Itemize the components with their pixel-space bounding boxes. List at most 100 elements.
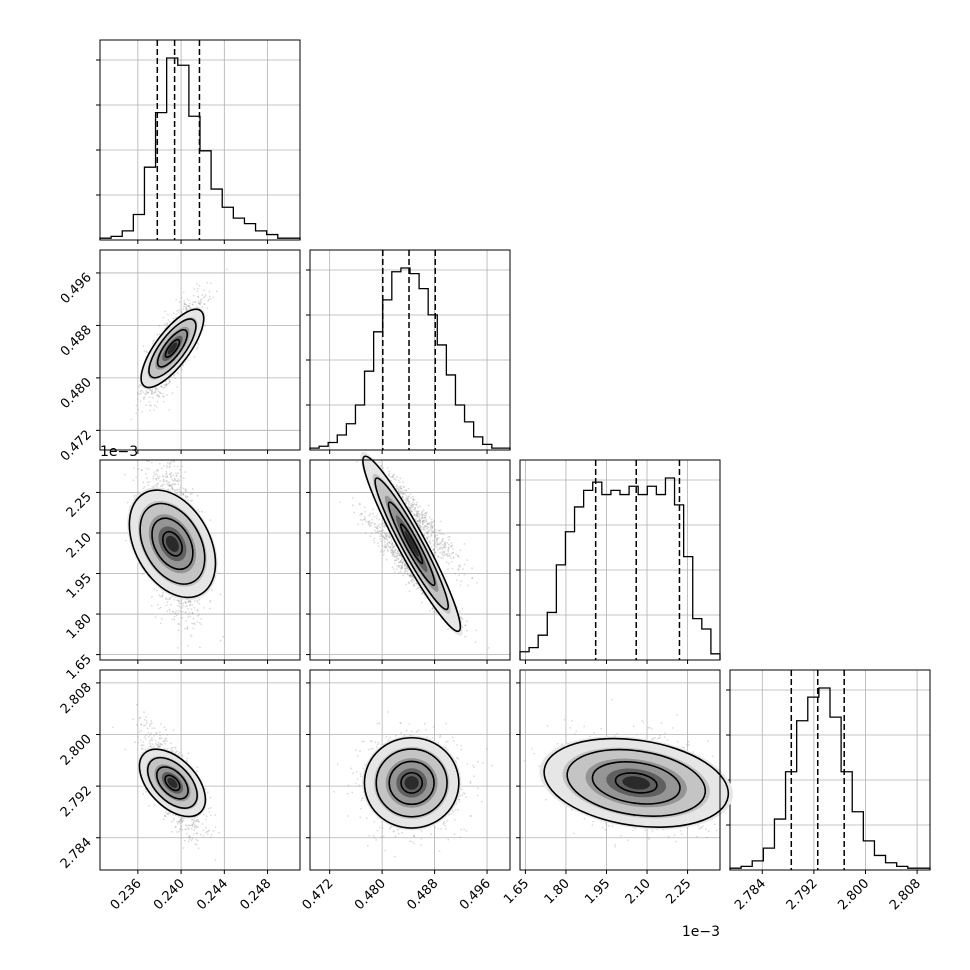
sample-point xyxy=(463,573,466,576)
sample-point xyxy=(139,716,141,719)
sample-point xyxy=(177,612,179,615)
sample-point xyxy=(439,548,442,550)
sample-point xyxy=(415,582,417,584)
sample-point xyxy=(407,487,410,490)
sample-point xyxy=(182,308,185,311)
sample-point xyxy=(195,348,198,350)
sample-point xyxy=(376,514,378,517)
sample-point xyxy=(197,296,200,298)
sample-point xyxy=(164,742,167,745)
sample-point xyxy=(400,572,403,574)
sample-point xyxy=(173,465,176,468)
sample-point xyxy=(176,310,179,312)
sample-point xyxy=(152,342,155,345)
sample-point xyxy=(448,552,450,555)
sample-point xyxy=(168,465,171,468)
sample-point xyxy=(192,627,195,630)
sample-point xyxy=(459,549,462,552)
sample-point xyxy=(196,494,199,497)
sample-point xyxy=(182,364,184,367)
sample-point xyxy=(156,394,159,397)
sample-point xyxy=(372,539,375,542)
sample-point xyxy=(197,343,200,345)
sample-point xyxy=(351,497,354,499)
sample-point xyxy=(151,390,153,393)
panel-frame xyxy=(99,39,301,241)
sample-point xyxy=(142,391,145,393)
sample-point xyxy=(165,604,168,606)
panel-bg xyxy=(100,250,300,450)
sample-point xyxy=(166,466,168,469)
sample-point xyxy=(164,476,167,478)
sample-point xyxy=(405,583,408,586)
sample-point xyxy=(201,306,204,308)
sample-point xyxy=(150,404,152,407)
sample-point xyxy=(174,489,177,492)
sample-point xyxy=(380,533,382,535)
sample-point xyxy=(445,561,448,564)
sample-point xyxy=(403,489,406,492)
sample-point xyxy=(158,324,161,327)
sample-point xyxy=(408,500,411,503)
sample-point xyxy=(373,537,376,540)
sample-point xyxy=(214,814,217,816)
sample-point xyxy=(168,473,171,476)
sample-point xyxy=(395,557,398,559)
sample-point xyxy=(476,582,478,584)
sample-point xyxy=(377,545,380,548)
sample-point xyxy=(209,282,212,285)
sample-point xyxy=(201,823,204,825)
sample-point xyxy=(436,541,439,543)
sample-point xyxy=(402,481,405,484)
sample-point xyxy=(424,516,426,518)
sample-point xyxy=(450,542,453,544)
sample-point xyxy=(142,487,145,490)
sample-point xyxy=(190,827,193,830)
sample-point xyxy=(386,544,388,547)
sample-point xyxy=(389,475,392,478)
sample-point xyxy=(459,610,461,613)
sample-point xyxy=(370,532,373,535)
sample-point xyxy=(156,394,158,397)
sample-point xyxy=(208,295,211,298)
sample-point xyxy=(156,589,158,592)
sample-point xyxy=(151,743,154,746)
sample-point xyxy=(383,549,386,552)
sample-point xyxy=(161,395,164,398)
sample-point xyxy=(163,384,166,387)
sample-point xyxy=(407,568,409,571)
sample-point xyxy=(429,536,432,538)
sample-point xyxy=(204,324,206,327)
sample-point xyxy=(192,294,195,297)
sample-point xyxy=(444,545,447,547)
sample-point xyxy=(133,448,136,450)
sample-point xyxy=(430,518,433,521)
sample-point xyxy=(154,474,156,476)
sample-point xyxy=(429,539,431,542)
sample-point xyxy=(409,493,412,495)
sample-point xyxy=(404,562,406,565)
sample-point xyxy=(393,562,396,565)
sample-point xyxy=(427,504,430,507)
sample-point xyxy=(197,346,199,349)
sample-point xyxy=(175,831,178,833)
sample-point xyxy=(388,534,391,537)
sample-point xyxy=(186,626,189,628)
sample-point xyxy=(201,294,204,296)
sample-point xyxy=(382,535,385,538)
sample-point xyxy=(191,487,194,490)
sample-point xyxy=(394,555,397,558)
sample-point xyxy=(187,359,190,361)
sample-point xyxy=(423,526,426,529)
sample-point xyxy=(402,574,404,577)
sample-point xyxy=(433,520,435,522)
sample-point xyxy=(180,367,183,369)
sample-point xyxy=(218,572,220,575)
panel-frame xyxy=(309,249,511,451)
sample-point xyxy=(407,581,410,584)
sample-point xyxy=(414,507,416,510)
sample-point xyxy=(176,372,179,375)
histogram-step-1 xyxy=(309,267,511,450)
sample-point xyxy=(387,550,389,553)
sample-point xyxy=(177,472,179,475)
